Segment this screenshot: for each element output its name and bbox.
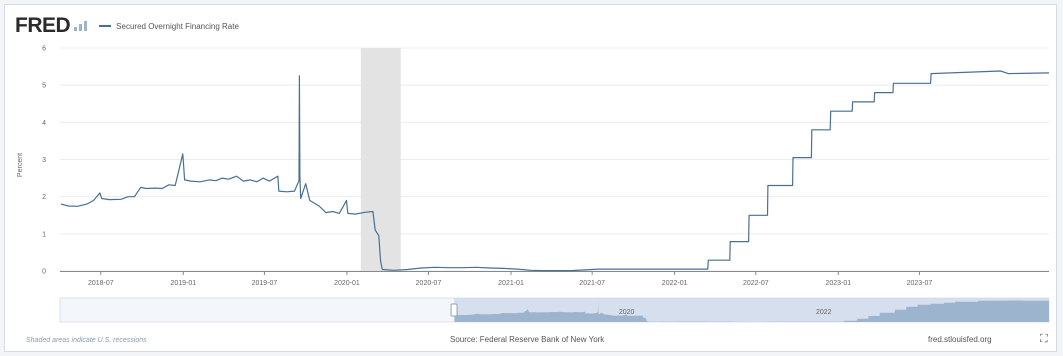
fred-logo-mark-icon	[74, 21, 88, 31]
x-tick-label: 2022-01	[662, 280, 688, 287]
navigator-left-handle	[450, 303, 458, 317]
x-tick-label: 2019-07	[252, 280, 278, 287]
site-link[interactable]: fred.stlouisfed.org	[928, 335, 992, 344]
source-note: Source: Federal Reserve Bank of New York	[450, 335, 605, 344]
series-line	[60, 70, 1050, 272]
x-tick-label: 2021-01	[498, 280, 524, 287]
y-tick-label: 0	[42, 269, 46, 276]
gridlines	[60, 47, 1049, 272]
y-tick-label: 5	[42, 83, 46, 90]
y-tick-label: 3	[42, 157, 46, 164]
y-tick-label: 6	[42, 46, 46, 53]
recession-note: Shaded areas indicate U.S. recessions	[26, 337, 147, 344]
x-tick-label: 2018-07	[88, 280, 114, 287]
legend-label: Secured Overnight Financing Rate	[116, 21, 239, 31]
x-tick-label: 2020-07	[416, 280, 442, 287]
y-tick-label: 2	[42, 194, 46, 201]
fullscreen-icon[interactable]: ⛶	[1040, 333, 1048, 345]
fred-logo[interactable]: FRED	[15, 14, 71, 37]
navigator-label: 2022	[816, 309, 832, 316]
y-axis-title: Percent	[17, 153, 24, 177]
x-tick-label: 2019-01	[170, 280, 196, 287]
x-tick-label: 2023-01	[825, 280, 851, 287]
x-tick-label: 2020-01	[334, 280, 360, 287]
x-tick-label: 2023-07	[907, 280, 933, 287]
legend: Secured Overnight Financing Rate	[99, 22, 239, 31]
y-tick-label: 1	[42, 231, 46, 238]
x-tick-label: 2021-07	[579, 280, 605, 287]
recession-bands	[360, 48, 401, 271]
recession-band	[360, 48, 401, 271]
legend-swatch	[99, 25, 112, 27]
range-navigator[interactable]: 2020 2022	[59, 297, 1050, 323]
series-lines	[60, 70, 1050, 272]
chart-header: FRED Secured Overnight Financing Rate	[15, 13, 239, 39]
chart-frame: FRED Secured Overnight Financing Rate	[4, 4, 1057, 352]
navigator-series	[454, 300, 1050, 322]
axes: 0 1 2 3 4 5 6 2018-07 2019-01 2019-07 2020-01 2020-…	[42, 46, 1049, 287]
x-tick-label: 2022-07	[743, 280, 769, 287]
y-tick-label: 4	[42, 120, 46, 127]
navigator-label: 2020	[619, 309, 635, 316]
